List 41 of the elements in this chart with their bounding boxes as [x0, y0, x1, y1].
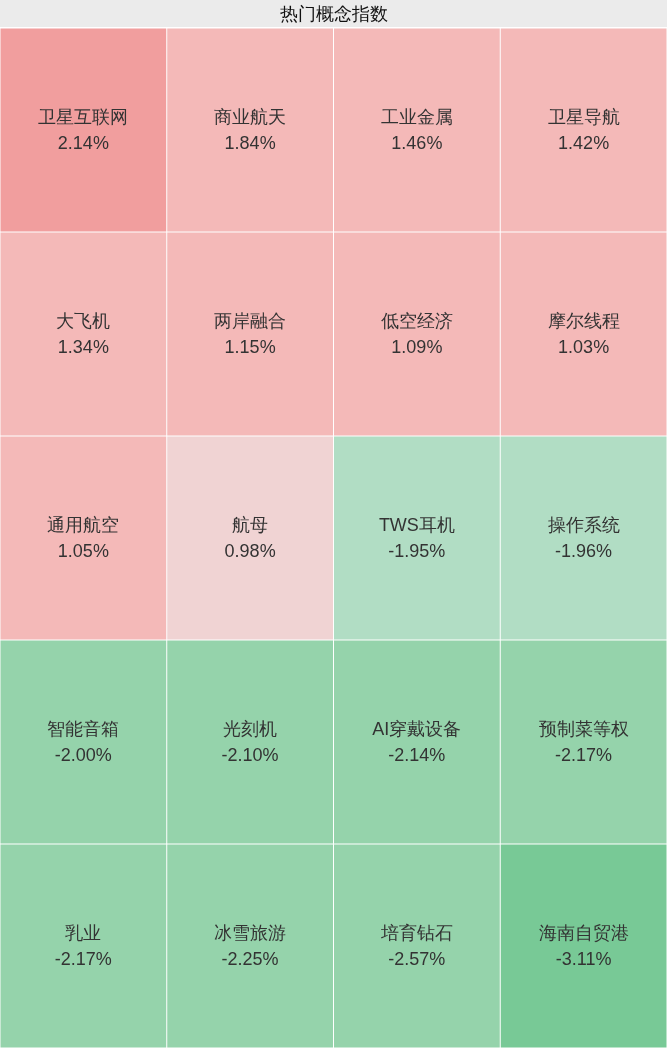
data-label: 1.15%: [224, 337, 276, 357]
data-label: 1.05%: [57, 541, 109, 561]
category-label: 工业金属: [380, 107, 453, 127]
data-label: -2.25%: [221, 949, 279, 969]
category-label: 摩尔线程: [547, 311, 620, 331]
text: 热门概念指数: [279, 4, 388, 24]
category-label: 预制菜等权: [538, 719, 629, 739]
category-label: 通用航空: [47, 515, 120, 535]
category-label: 海南自贸港: [538, 923, 629, 943]
data-label: 1.09%: [391, 337, 443, 357]
data-label: -2.14%: [388, 745, 446, 765]
data-label: 1.03%: [558, 337, 610, 357]
data-label: 0.98%: [224, 541, 276, 561]
category-label: 大飞机: [56, 311, 111, 331]
category-label: 卫星互联网: [38, 107, 129, 127]
data-label: -3.11%: [555, 949, 612, 969]
category-label: AI穿戴设备: [372, 719, 462, 739]
data-label: -1.95%: [388, 541, 446, 561]
data-label: -2.10%: [221, 745, 279, 765]
category-label: 航母: [232, 515, 269, 535]
category-label: 两岸融合: [214, 311, 287, 331]
data-label: 1.46%: [391, 133, 443, 153]
category-label: TWS耳机: [378, 515, 455, 535]
data-label: -2.57%: [388, 949, 446, 969]
data-label: 1.84%: [224, 133, 276, 153]
category-label: 商业航天: [214, 107, 287, 127]
data-label: 1.42%: [558, 133, 610, 153]
category-label: 低空经济: [380, 311, 453, 331]
data-label: -1.96%: [555, 541, 613, 561]
data-label: -2.17%: [54, 949, 112, 969]
category-label: 卫星导航: [547, 107, 620, 127]
data-label: -2.17%: [555, 745, 613, 765]
data-label: 2.14%: [57, 133, 109, 153]
category-label: 智能音箱: [47, 719, 120, 739]
category-label: 冰雪旅游: [214, 923, 287, 943]
data-label: -2.00%: [54, 745, 112, 765]
data-label: 1.34%: [57, 337, 109, 357]
category-label: 光刻机: [223, 719, 278, 739]
category-label: 培育钻石: [379, 923, 453, 943]
category-label: 操作系统: [547, 515, 620, 535]
category-label: 乳业: [65, 923, 102, 943]
